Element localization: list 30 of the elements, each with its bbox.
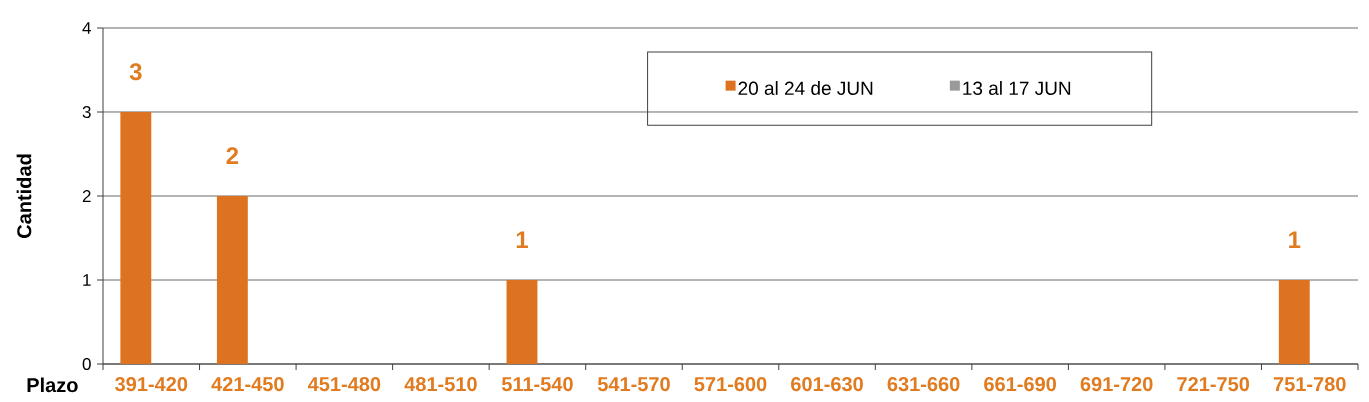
- x-tick-label: 481-510: [404, 377, 477, 392]
- y-axis-title: Cantidad: [16, 154, 32, 238]
- x-tick-label: 541-570: [597, 377, 670, 392]
- bar: [506, 280, 538, 364]
- bar: [120, 112, 152, 364]
- y-tick-label: 2: [82, 190, 91, 202]
- data-label: 1: [1289, 231, 1301, 248]
- x-tick-label: 751-780: [1273, 377, 1346, 392]
- legend-label: 20 al 24 de JUN: [738, 81, 873, 95]
- bar: [216, 196, 248, 364]
- x-tick-label: 691-720: [1080, 377, 1153, 392]
- x-tick-label: 511-540: [501, 377, 573, 392]
- x-axis-title: Plazo: [27, 377, 78, 393]
- data-label: 3: [129, 63, 142, 81]
- y-tick-label: 1: [83, 274, 91, 286]
- x-tick-label: 391-420: [115, 377, 188, 392]
- y-tick-label: 0: [82, 357, 91, 371]
- legend-label: 13 al 17 JUN: [963, 81, 1071, 95]
- x-tick-label: 631-660: [887, 377, 960, 392]
- x-tick-label: 421-450: [211, 377, 284, 392]
- x-tick-label: 571-600: [694, 377, 767, 392]
- x-tick-label: 601-630: [791, 377, 863, 392]
- x-tick-label: 661-690: [984, 377, 1056, 392]
- y-tick-label: 4: [82, 22, 91, 34]
- data-label: 2: [226, 147, 239, 164]
- bar: [1278, 280, 1310, 364]
- x-tick-label: 721-750: [1177, 377, 1250, 392]
- x-tick-label: 451-480: [307, 377, 381, 392]
- y-tick-label: 3: [82, 105, 91, 119]
- data-label: 1: [516, 231, 528, 248]
